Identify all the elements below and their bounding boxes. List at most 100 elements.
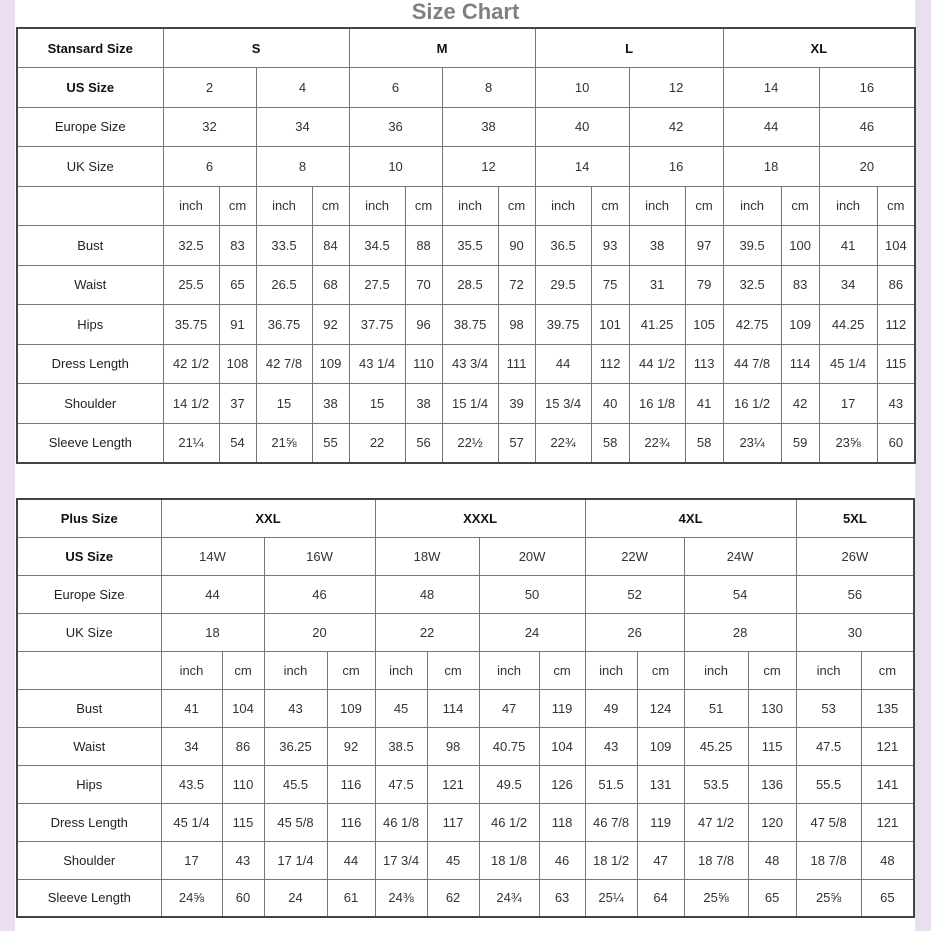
measurement-cell: 93 — [590, 225, 630, 266]
uk-size-label: UK Size — [16, 612, 162, 652]
measurement-cell: 51.5 — [584, 764, 638, 804]
measurement-cell: 90 — [497, 225, 536, 266]
europe-size-cell: 52 — [584, 574, 685, 614]
measurement-cell: 34 — [160, 726, 223, 766]
page-title: Size Chart — [411, 0, 520, 24]
standard-size-table: Stansard Size S M L XL US Size 2 4 6 8 10 12 14 16 Eur… — [16, 27, 917, 464]
measurement-cell: 45 — [374, 688, 428, 728]
measurement-cell: 15 1/4 — [441, 383, 499, 424]
unit-cm-cell: cm — [590, 185, 630, 226]
measurement-cell: 14 1/2 — [162, 383, 220, 424]
measurement-cell: 43 — [584, 726, 638, 766]
europe-size-row: Europe Size 32 34 36 38 40 42 44 46 — [16, 106, 916, 147]
measurement-cell: 130 — [747, 688, 797, 728]
measurement-cell: 100 — [780, 225, 820, 266]
europe-size-row: Europe Size 44 46 48 50 52 54 56 — [16, 574, 915, 614]
measurement-cell: 45 — [426, 840, 480, 880]
measurement-row-dress-length: Dress Length 45 1/4 115 45 5/8 116 46 1/8 117 4… — [16, 802, 915, 842]
measurement-cell: 53.5 — [683, 764, 749, 804]
measurement-cell: 17 1/4 — [263, 840, 328, 880]
measurement-cell: 43.5 — [160, 764, 223, 804]
uk-size-cell: 14 — [534, 146, 630, 187]
measurement-cell: 72 — [497, 264, 536, 305]
measurement-cell: 47.5 — [795, 726, 862, 766]
measurement-cell: 38.5 — [374, 726, 428, 766]
measurement-cell: 41 — [160, 688, 223, 728]
measurement-row-bust: Bust 41 104 43 109 45 114 47 119 49 124 51 130 53 135 — [16, 688, 915, 728]
measurement-cell: 47 1/2 — [683, 802, 749, 842]
uk-size-cell: 30 — [795, 612, 915, 652]
measurement-cell: 98 — [497, 304, 536, 345]
measurement-cell: 61 — [326, 878, 376, 918]
measurement-cell: 22 — [348, 422, 406, 463]
uk-size-cell: 20 — [818, 146, 916, 187]
measurement-row-waist: Waist 25.5 65 26.5 68 27.5 70 28.5 72 29.5 75 31 79 3… — [16, 264, 916, 305]
measurement-label: Hips — [16, 764, 162, 804]
measurement-cell: 17 3/4 — [374, 840, 428, 880]
measurement-cell: 70 — [404, 264, 443, 305]
measurement-cell: 97 — [684, 225, 724, 266]
measurement-cell: 98 — [426, 726, 480, 766]
size-group-header-row: Plus Size XXL XXXL 4XL 5XL — [16, 498, 915, 538]
measurement-cell: 32.5 — [162, 225, 220, 266]
measurement-cell: 63 — [538, 878, 586, 918]
measurement-cell: 26.5 — [255, 264, 313, 305]
us-size-cell: 14W — [160, 536, 265, 576]
europe-size-cell: 56 — [795, 574, 915, 614]
measurement-cell: 42 7/8 — [255, 343, 313, 384]
measurement-cell: 21⅝ — [255, 422, 313, 463]
uk-size-cell: 10 — [348, 146, 443, 187]
measurement-cell: 109 — [780, 304, 820, 345]
unit-cm-cell: cm — [684, 185, 724, 226]
measurement-cell: 36.5 — [534, 225, 592, 266]
measurement-row-dress-length: Dress Length 42 1/2 108 42 7/8 109 43 1/4 110 4… — [16, 343, 916, 384]
measurement-cell: 92 — [326, 726, 376, 766]
unit-cm-cell: cm — [218, 185, 257, 226]
europe-size-cell: 34 — [255, 106, 350, 147]
europe-size-cell: 32 — [162, 106, 257, 147]
measurement-cell: 79 — [684, 264, 724, 305]
unit-inch-cell: inch — [162, 185, 220, 226]
measurement-row-bust: Bust 32.5 83 33.5 84 34.5 88 35.5 90 36.5 93 38 97 39… — [16, 225, 916, 266]
measurement-cell: 18 1/8 — [478, 840, 540, 880]
measurement-cell: 104 — [221, 688, 265, 728]
us-size-cell: 4 — [255, 67, 350, 108]
measurement-cell: 46 7/8 — [584, 802, 638, 842]
measurement-cell: 15 3/4 — [534, 383, 592, 424]
measurement-cell: 40.75 — [478, 726, 540, 766]
measurement-cell: 88 — [404, 225, 443, 266]
measurement-cell: 65 — [860, 878, 915, 918]
measurement-cell: 44 1/2 — [628, 343, 686, 384]
measurement-cell: 41.25 — [628, 304, 686, 345]
measurement-cell: 41 — [818, 225, 878, 266]
us-size-cell: 2 — [162, 67, 257, 108]
us-size-cell: 20W — [478, 536, 586, 576]
measurement-cell: 58 — [590, 422, 630, 463]
measurement-label: Waist — [16, 726, 162, 766]
us-size-cell: 8 — [441, 67, 536, 108]
uk-size-cell: 12 — [441, 146, 536, 187]
measurement-cell: 141 — [860, 764, 915, 804]
measurement-cell: 83 — [780, 264, 820, 305]
measurement-cell: 91 — [218, 304, 257, 345]
measurement-cell: 25⅝ — [795, 878, 862, 918]
measurement-cell: 24¾ — [478, 878, 540, 918]
measurement-cell: 38 — [311, 383, 350, 424]
measurement-cell: 115 — [747, 726, 797, 766]
measurement-cell: 37.75 — [348, 304, 406, 345]
measurement-cell: 22½ — [441, 422, 499, 463]
measurement-cell: 38.75 — [441, 304, 499, 345]
measurement-cell: 51 — [683, 688, 749, 728]
measurement-cell: 34.5 — [348, 225, 406, 266]
measurement-cell: 86 — [221, 726, 265, 766]
unit-inch-cell: inch — [683, 650, 749, 690]
measurement-row-waist: Waist 34 86 36.25 92 38.5 98 40.75 104 43 109 45.25… — [16, 726, 915, 766]
uk-size-cell: 6 — [162, 146, 257, 187]
measurement-cell: 16 1/2 — [722, 383, 782, 424]
unit-inch-cell: inch — [584, 650, 638, 690]
measurement-cell: 113 — [684, 343, 724, 384]
measurement-cell: 24 — [263, 878, 328, 918]
measurement-cell: 135 — [860, 688, 915, 728]
measurement-cell: 115 — [221, 802, 265, 842]
europe-size-cell: 48 — [374, 574, 480, 614]
